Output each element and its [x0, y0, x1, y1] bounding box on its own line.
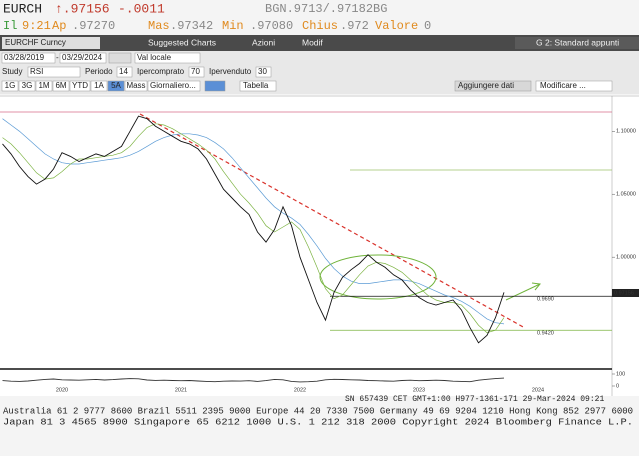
period-button[interactable]	[107, 80, 125, 92]
modify[interactable]: Modificare ...	[540, 81, 586, 90]
oversold[interactable]: 30	[258, 67, 267, 76]
date-separator: -	[56, 53, 59, 62]
quote-field: .97342	[170, 19, 213, 33]
quote-field: .972	[340, 19, 369, 33]
period-button[interactable]	[35, 80, 53, 92]
table-box[interactable]	[239, 80, 277, 92]
period-button-label[interactable]: 1A	[94, 81, 104, 90]
trend-line	[139, 113, 526, 329]
quote-field: 9:21	[22, 19, 51, 33]
quote-field: Il	[3, 19, 17, 33]
edit-menu[interactable]: Modif	[302, 37, 323, 47]
highlight-ellipse	[319, 254, 437, 300]
quote-field: Ap	[52, 19, 66, 33]
status-line: SN 657439 CET GMT+1:00 H977-1361-171 29-…	[345, 395, 604, 404]
bid-ask: BGN.9713/.97182BG	[265, 2, 387, 16]
period-button-label[interactable]: Mass	[126, 81, 145, 90]
quote-field: .97080	[250, 19, 293, 33]
rsi-tick-label: 0	[616, 383, 619, 389]
oversold-label: Ipervenduto	[209, 67, 252, 76]
quote-field: Valore	[375, 19, 418, 33]
layout-box[interactable]	[515, 37, 639, 49]
x-tick-label: 2022	[294, 387, 306, 393]
ui-layer: EURCH ↑.97156 -.0011 BGN.9713/.97182BG Il 9:2…	[1, 1, 633, 427]
study-name[interactable]: RSI	[30, 67, 43, 76]
x-tick-label: 2020	[56, 387, 68, 393]
period-button-label[interactable]: 1M	[38, 81, 49, 90]
start-date-box[interactable]	[1, 52, 56, 64]
nav-arrows[interactable]	[108, 52, 132, 64]
currency-box[interactable]	[134, 52, 201, 64]
end-date-box[interactable]	[59, 52, 107, 64]
contacts-line: Australia 61 2 9777 8600 Brazil 5511 239…	[3, 405, 633, 416]
quote-field: Min	[222, 19, 244, 33]
chart-type-icons[interactable]	[204, 80, 226, 92]
y-tick-label: 1.05000	[616, 192, 636, 198]
period-button[interactable]	[69, 80, 91, 92]
x-tick-label: 2024	[532, 387, 544, 393]
period-button-label[interactable]: 5A	[111, 81, 121, 90]
overbought-box[interactable]	[188, 66, 205, 78]
overbought-label: Ipercomprato	[137, 67, 185, 76]
period-label: Periodo	[85, 67, 113, 76]
currency[interactable]: Val locale	[137, 53, 172, 62]
x-tick-label: 2023	[413, 387, 425, 393]
period-button[interactable]	[90, 80, 108, 92]
last-price: ↑.97156	[55, 1, 110, 16]
y-tick-label: 1.00000	[616, 255, 636, 261]
arrow-head	[531, 282, 541, 291]
quote-field: Chius	[302, 19, 338, 33]
period-button[interactable]	[1, 80, 19, 92]
period-button-label[interactable]: 6M	[55, 81, 66, 90]
chart-area	[0, 95, 639, 396]
series-line	[2, 115, 505, 344]
period-box[interactable]	[116, 66, 133, 78]
period-button[interactable]	[124, 80, 148, 92]
period-button[interactable]	[18, 80, 36, 92]
start-date[interactable]: 03/28/2019	[4, 53, 45, 62]
series-line	[2, 123, 505, 334]
frequency[interactable]: Giornaliero...	[150, 81, 196, 90]
study-label: Study	[2, 67, 22, 76]
modify-box[interactable]	[535, 80, 613, 92]
table-button[interactable]: Tabella	[243, 81, 269, 90]
contacts-line: Japan 81 3 4565 8900 Singapore 65 6212 1…	[3, 416, 633, 427]
chart-layer: 1.10000 1.05000 1.00000 2020 2021 2022 2023 202…	[2, 115, 639, 393]
series-line	[2, 377, 505, 383]
toolbar	[0, 35, 639, 51]
ticker: EURCH	[3, 1, 42, 16]
quote-field: 0	[424, 19, 431, 33]
last-price-label: 0.97156	[614, 290, 634, 296]
security-box[interactable]	[2, 37, 100, 49]
quote-field: Mas	[148, 19, 170, 33]
x-tick-label: 2021	[175, 387, 187, 393]
rsi-tick-label: 100	[616, 371, 625, 377]
overbought[interactable]: 70	[191, 67, 200, 76]
security[interactable]: EURCHF Curncy	[5, 38, 66, 47]
period-button-label[interactable]: 1G	[5, 81, 16, 90]
oversold-box[interactable]	[255, 66, 272, 78]
suggested-charts[interactable]: Suggested Charts	[148, 37, 216, 47]
period-button-label[interactable]: 3G	[22, 81, 33, 90]
quote-field: .97270	[72, 19, 115, 33]
level-label: 0.9690	[537, 297, 554, 303]
y-tick-label: 1.10000	[616, 129, 636, 135]
level-label: 0.9420	[537, 331, 554, 337]
actions-menu[interactable]: Azioni	[252, 37, 275, 47]
last-price-box	[612, 288, 639, 297]
series-line	[2, 118, 505, 325]
period-button[interactable]	[52, 80, 70, 92]
end-date[interactable]: 03/29/2024	[62, 53, 103, 62]
add-data-box[interactable]	[454, 80, 532, 92]
change: -.0011	[118, 1, 165, 16]
add-data[interactable]: Aggiungere dati	[458, 81, 514, 90]
frequency-box[interactable]	[147, 80, 201, 92]
period-button-label[interactable]: YTD	[72, 81, 88, 90]
breakout-arrow	[505, 283, 541, 301]
study-box[interactable]	[27, 66, 81, 78]
period[interactable]: 14	[119, 67, 128, 76]
layout-name[interactable]: G 2: Standard appunti	[536, 37, 619, 47]
